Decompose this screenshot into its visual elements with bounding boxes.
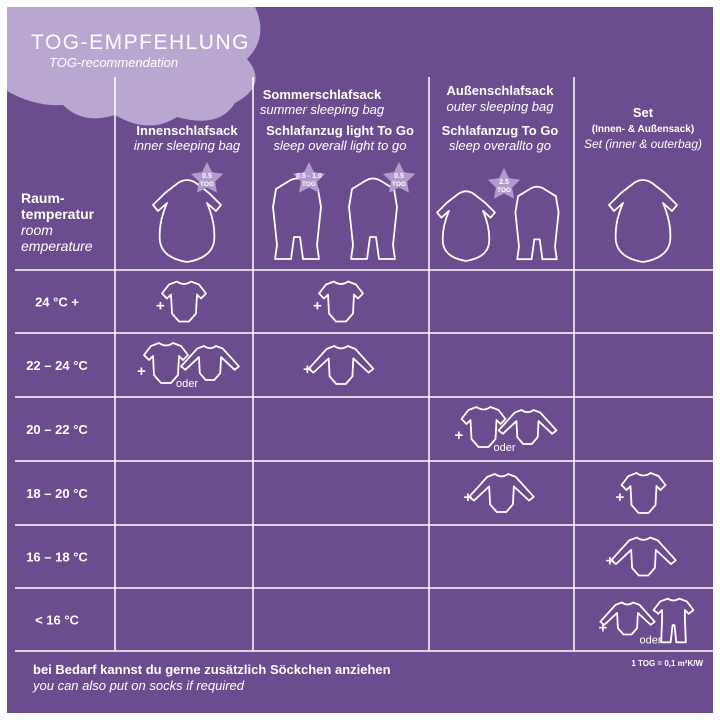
col-set-title-de-sub: (Innen- & Außensack) (592, 124, 694, 135)
plus-sign: + (606, 553, 615, 570)
long-sleeve-body-icon (610, 536, 677, 577)
table-cell: + (464, 473, 535, 513)
row-temperature-label: 22 – 24 °C (26, 358, 88, 373)
column-headers: Sommerschlafsack summer sleeping bag Auß… (134, 83, 702, 153)
plus-sign: + (156, 298, 165, 315)
oder-label: oder (176, 378, 198, 390)
col-inner-title-de: Innenschlafsack (136, 123, 238, 138)
table-cell: + (156, 280, 207, 323)
short-sleeve-body-icon (620, 472, 667, 514)
group-summer-en: summer sleeping bag (260, 102, 385, 117)
oder-label: oder (494, 442, 516, 454)
footer: bei Bedarf kannst du gerne zusätzlich Sö… (32, 659, 703, 693)
row-header-en-1: room (21, 222, 53, 238)
tog-badge-value: 2.5 (499, 179, 509, 186)
sleeping-bag-icon (152, 179, 222, 263)
short-sleeve-body-icon (161, 280, 207, 323)
table-cell: + (313, 280, 364, 323)
long-sleeve-body-icon (180, 345, 240, 381)
footer-note-en: you can also put on socks if required (32, 678, 245, 693)
row-header-en-2: emperature (21, 238, 93, 254)
tog-unit-note: 1 TOG = 0,1 m²K/W (631, 659, 703, 668)
footer-note-de: bei Bedarf kannst du gerne zusätzlich Sö… (33, 662, 391, 677)
col-inner-title-en: inner sleeping bag (134, 138, 241, 153)
row-temperature-label: 16 – 18 °C (26, 550, 88, 565)
table-row: 18 – 20 °C + + (26, 472, 667, 514)
tog-badge-unit: TOG (302, 181, 316, 188)
plus-sign: + (464, 489, 473, 506)
table-row: < 16 °C + oder (35, 597, 695, 647)
row-temperature-label: 20 – 22 °C (26, 422, 88, 437)
col-outer-title-de: Schlafanzug To Go (442, 123, 559, 138)
row-header-de-1: Raum- (21, 190, 65, 206)
group-outer-de: Außenschlafsack (447, 83, 555, 98)
short-sleeve-body-icon (143, 342, 189, 384)
row-temperature-label: < 16 °C (35, 613, 79, 628)
tog-badge-unit: TOG (200, 181, 214, 188)
table-cell: + oder (455, 406, 558, 454)
row-temperature-label: 18 – 20 °C (26, 486, 88, 501)
plus-sign: + (313, 298, 322, 315)
tog-badge-value: 0.5 (394, 173, 404, 180)
col-summer-title-en: sleep overall light to go (274, 138, 407, 153)
tog-badge-value: 0.5 - 1.0 (296, 173, 322, 180)
short-sleeve-body-icon (460, 406, 507, 448)
table-cell: + (606, 536, 677, 577)
table-cell: + (616, 472, 667, 514)
plus-sign: + (599, 620, 608, 637)
table-cell: + oder (599, 597, 695, 647)
sleeping-bag-icon (608, 179, 678, 263)
group-outer-en: outer sleeping bag (447, 99, 555, 114)
row-header-de-2: temperatur (21, 206, 95, 222)
table-cell: + oder (137, 342, 240, 390)
tog-badge-value: 0.5 (202, 173, 212, 180)
row-temperature-label: 24 °C + (35, 295, 79, 310)
pajama-icon (652, 597, 695, 644)
sleep-overall-icon (514, 185, 560, 261)
table-row: 16 – 18 °C + (26, 536, 677, 577)
long-sleeve-body-icon (307, 345, 375, 385)
group-summer-de: Sommerschlafsack (263, 87, 382, 102)
oder-label: oder (640, 635, 662, 647)
table-rows: 24 °C + + +22 – 24 °C + oder +20 – 22 °C + oder… (26, 280, 695, 647)
sleeping-bag-icon (436, 190, 496, 262)
page-title: TOG-EMPFEHLUNG (31, 31, 250, 54)
tog-badge-unit: TOG (497, 187, 511, 194)
page-subtitle: TOG-recommendation (49, 55, 178, 70)
sleep-overall-icon (348, 177, 398, 260)
long-sleeve-body-icon (497, 409, 558, 445)
plus-sign: + (137, 363, 146, 380)
long-sleeve-body-icon (468, 473, 535, 513)
table-row: 24 °C + + + (35, 280, 364, 323)
tog-badge-unit: TOG (392, 181, 406, 188)
plus-sign: + (616, 489, 625, 506)
col-set-title-de: Set (633, 105, 654, 120)
table-row: 22 – 24 °C + oder + (26, 342, 375, 390)
table-grid (15, 77, 713, 652)
tog-recommendation-panel: TOG-EMPFEHLUNG TOG-recommendation Sommer… (7, 7, 713, 713)
table-row: 20 – 22 °C + oder (26, 406, 558, 454)
col-outer-title-en: sleep overallto go (449, 138, 551, 153)
col-set-title-en: Set (inner & outerbag) (584, 137, 702, 151)
long-sleeve-body-icon (599, 601, 656, 636)
row-header: Raum- temperatur room emperature (21, 190, 95, 254)
table-cell: + (303, 345, 375, 385)
plus-sign: + (455, 427, 464, 444)
title-cloud (7, 7, 261, 126)
col-summer-title-de: Schlafanzug light To Go (266, 123, 414, 138)
short-sleeve-body-icon (318, 280, 364, 323)
sleep-overall-icon (272, 177, 322, 260)
plus-sign: + (303, 361, 312, 378)
tog-table-graphic: TOG-EMPFEHLUNG TOG-recommendation Sommer… (7, 7, 713, 693)
